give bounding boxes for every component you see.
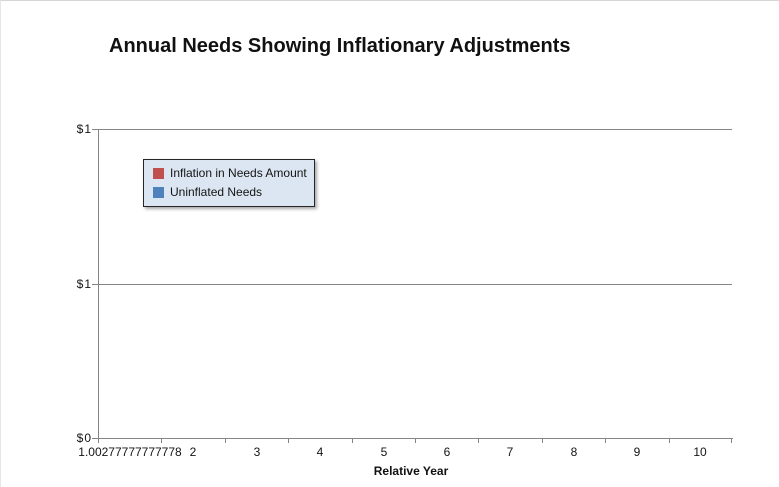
x-axis-label-3: 3	[253, 445, 261, 459]
legend-entry-uninflated-needs: Uninflated Needs	[153, 186, 314, 199]
x-axis-label-6: 6	[443, 445, 451, 459]
y-axis-label-0: $0	[76, 431, 92, 445]
x-tick-6	[478, 438, 479, 443]
x-tick-1	[161, 438, 162, 443]
x-axis-label-7: 7	[506, 445, 514, 459]
x-axis-label-8: 8	[570, 445, 578, 459]
x-tick-4	[352, 438, 353, 443]
y-tick-bottom	[92, 438, 98, 439]
chart-title: Annual Needs Showing Inflationary Adjust…	[109, 35, 571, 57]
x-axis-title: Relative Year	[373, 464, 449, 478]
y-axis-line	[98, 129, 99, 438]
y-axis-label-0_5: $1	[76, 277, 92, 291]
gridline-y0_5	[98, 284, 732, 285]
x-tick-10	[731, 438, 732, 443]
legend-entry-inflation-in-needs-amount: Inflation in Needs Amount	[153, 167, 314, 180]
gridline-y1	[98, 129, 732, 130]
legend-swatch-red-icon	[153, 168, 164, 179]
legend: Inflation in Needs Amount Uninflated Nee…	[143, 159, 315, 207]
legend-swatch-blue-icon	[153, 187, 164, 198]
x-axis-label-5: 5	[380, 445, 388, 459]
x-tick-0	[98, 438, 99, 443]
x-axis-label-1: 1.00277777777778	[78, 445, 182, 459]
x-tick-5	[415, 438, 416, 443]
x-axis-label-9: 9	[633, 445, 641, 459]
x-tick-8	[605, 438, 606, 443]
legend-label: Uninflated Needs	[170, 185, 263, 199]
y-tick-top	[92, 129, 98, 130]
x-axis-label-10: 10	[693, 445, 707, 459]
x-tick-2	[225, 438, 226, 443]
x-axis-label-4: 4	[316, 445, 324, 459]
x-axis-label-2: 2	[189, 445, 197, 459]
legend-label: Inflation in Needs Amount	[170, 166, 307, 180]
y-tick-middle	[92, 284, 98, 285]
x-tick-3	[288, 438, 289, 443]
y-axis-label-1: $1	[76, 122, 92, 136]
x-tick-7	[542, 438, 543, 443]
x-tick-9	[669, 438, 670, 443]
